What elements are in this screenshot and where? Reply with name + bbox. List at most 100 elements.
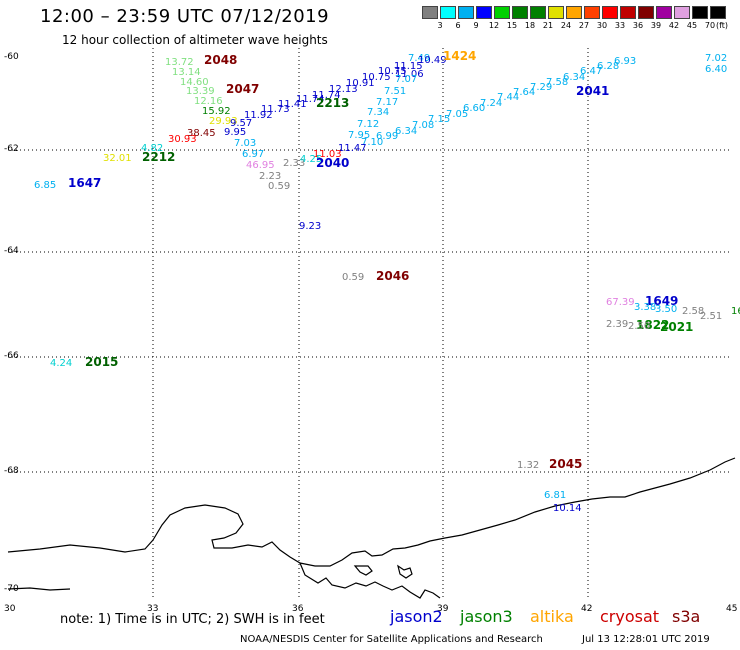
wave-height-value: 2.50 [628, 321, 651, 332]
wave-height-value: 7.34 [367, 107, 390, 118]
satellite-s3a: s3a [672, 607, 701, 626]
pass-time-label: 2046 [376, 269, 410, 283]
wave-height-value: 6.81 [544, 490, 567, 501]
wave-height-value: 3.38 [634, 302, 657, 313]
wave-height-value: 7.10 [361, 137, 384, 148]
wave-height-value: 7.24 [480, 98, 503, 109]
colorbar-label: 33 [614, 21, 626, 30]
wave-height-value: 6.93 [614, 56, 637, 67]
pass-time-label: 2015 [85, 355, 119, 369]
pass-time-label: 2212 [142, 150, 176, 164]
footer-timestamp: Jul 13 12:28:01 UTC 2019 [582, 634, 710, 645]
colorbar-swatch [620, 6, 636, 19]
wave-height-value: 11.74 [296, 94, 325, 105]
wave-height-value: 46.95 [246, 160, 275, 171]
wave-height-value: 11.41 [278, 99, 307, 110]
wave-height-value: 6.85 [34, 180, 57, 191]
colorbar-label: 24 [560, 21, 572, 30]
wave-height-value: 11.06 [395, 69, 424, 80]
graticule [8, 48, 730, 598]
wave-height-value: 9.95 [224, 127, 247, 138]
wave-height-value: 11.92 [244, 110, 273, 121]
wave-height-value: 13.14 [172, 67, 201, 78]
colorbar-label: 45 [686, 21, 698, 30]
colorbar-swatch [530, 6, 546, 19]
pass-time-label: 2041 [576, 84, 610, 98]
colorbar-swatch [494, 6, 510, 19]
wave-height-value: 6.97 [242, 149, 265, 160]
lon-label: 45 [726, 604, 738, 614]
satellite-jason3: jason3 [460, 607, 513, 626]
coastline [7, 457, 736, 567]
wave-height-value: 7.29 [530, 82, 553, 93]
coastline-bay [353, 565, 373, 576]
wave-height-value: 2.39 [606, 319, 629, 330]
wave-height-value: 10.49 [418, 55, 447, 66]
colorbar-swatch [656, 6, 672, 19]
wave-height-value: 13.39 [186, 86, 215, 97]
colorbar-swatch [566, 6, 582, 19]
pass-time-label: 2040 [316, 156, 350, 170]
wave-height-value: 11.03 [313, 149, 342, 160]
lat-label: -64 [4, 246, 19, 256]
wave-height-value: 12.13 [329, 84, 358, 95]
wave-height-value: 7.08 [412, 120, 435, 131]
wave-height-value: 15.92 [202, 106, 231, 117]
wave-height-value: 1.32 [517, 460, 540, 471]
wave-height-value: 7.58 [546, 77, 569, 88]
colorbar-swatch [476, 6, 492, 19]
colorbar-label: 12 [488, 21, 500, 30]
wave-height-value: 3.50 [655, 304, 678, 315]
colorbar-swatch [422, 6, 438, 19]
colorbar-label: 9 [473, 21, 479, 30]
wave-height-value: 0.59 [342, 272, 365, 283]
wave-height-value: 7.49 [408, 53, 431, 64]
wave-height-value: 7.95 [348, 130, 371, 141]
colorbar-swatch [674, 6, 690, 19]
pass-time-label: 1649 [645, 294, 679, 308]
wave-height-value: 7.17 [376, 97, 399, 108]
wave-height-value: 6.40 [705, 64, 728, 75]
colorbar-swatch [602, 6, 618, 19]
satellite-altika: altika [530, 607, 574, 626]
pass-time-label: 1647 [68, 176, 102, 190]
wave-height-value: 10.75 [362, 72, 391, 83]
wave-height-value: 7.51 [384, 86, 407, 97]
lon-label: 36 [292, 604, 304, 614]
colorbar-unit: (ft) [715, 21, 729, 30]
wave-height-value: 9.57 [230, 118, 253, 129]
wave-height-value: 2.51 [700, 311, 723, 322]
wave-height-value: 29.93 [209, 116, 238, 127]
lat-label: -60 [4, 52, 19, 62]
coastline-island [397, 564, 413, 579]
wave-height-value: 67.39 [606, 297, 635, 308]
wave-height-value: 4.24 [50, 358, 73, 369]
wave-height-value: 38.45 [187, 128, 216, 139]
colorbar-swatch [440, 6, 456, 19]
colorbar-label: 36 [632, 21, 644, 30]
page-title: 12:00 – 23:59 UTC 07/12/2019 [40, 6, 330, 27]
colorbar-label: 42 [668, 21, 680, 30]
pass-time-label: 2048 [204, 53, 238, 67]
wave-height-value: 11.47 [338, 143, 367, 154]
colorbar-swatch [584, 6, 600, 19]
wave-height-value: 12.16 [194, 96, 223, 107]
colorbar-legend: 3 6 9 12 15 18 21 24 27 30 33 36 39 42 45 70 (ft) [422, 6, 728, 32]
colorbar-swatch [548, 6, 564, 19]
lon-label: 42 [581, 604, 593, 614]
wave-height-value: 2.33 [283, 158, 306, 169]
wave-height-value: 10.91 [346, 78, 375, 89]
wave-height-value: 6.28 [597, 61, 620, 72]
wave-height-value: 7.15 [428, 114, 451, 125]
wave-height-value: 6.34 [563, 72, 586, 83]
colorbar-label: 6 [455, 21, 461, 30]
wave-height-value: 16 [731, 306, 740, 317]
lon-label: 39 [437, 604, 449, 614]
wave-height-value: 14.60 [180, 77, 209, 88]
wave-height-value: 10.75 [378, 66, 407, 77]
wave-height-value: 0.59 [268, 181, 291, 192]
colorbar-label: 18 [524, 21, 536, 30]
colorbar-swatch [710, 6, 726, 19]
coastline-inlet [299, 562, 441, 599]
